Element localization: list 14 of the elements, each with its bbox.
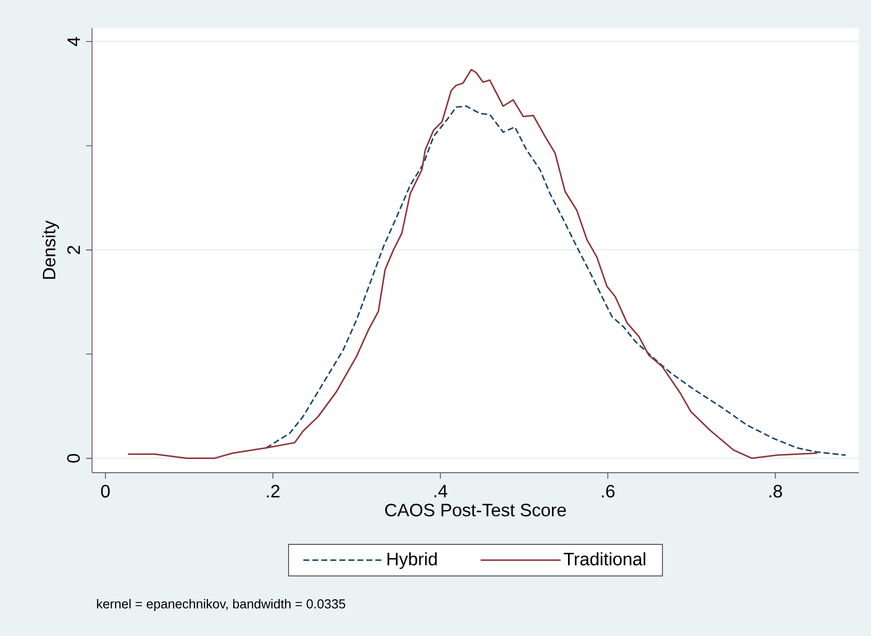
legend-label: Hybrid [388, 552, 437, 569]
x-tick-label: 0 [101, 484, 110, 498]
y-axis-title: Density [42, 220, 59, 279]
y-tick-label: 2 [67, 246, 80, 254]
x-tick-label: .6 [602, 484, 614, 498]
x-tick-label: .2 [267, 484, 280, 498]
y-tick-label: 4 [67, 37, 80, 46]
text: kernel = epanechnikov, bandwidth = 0.0335 [97, 598, 346, 612]
x-tick-label: .8 [769, 484, 782, 498]
legend-label: Traditional [564, 552, 646, 566]
x-axis-title: CAOS Post-Test Score [385, 504, 566, 516]
y-tick-label: 0 [67, 454, 80, 463]
line-series [127, 68, 818, 460]
x-tick-label: .4 [434, 484, 448, 498]
